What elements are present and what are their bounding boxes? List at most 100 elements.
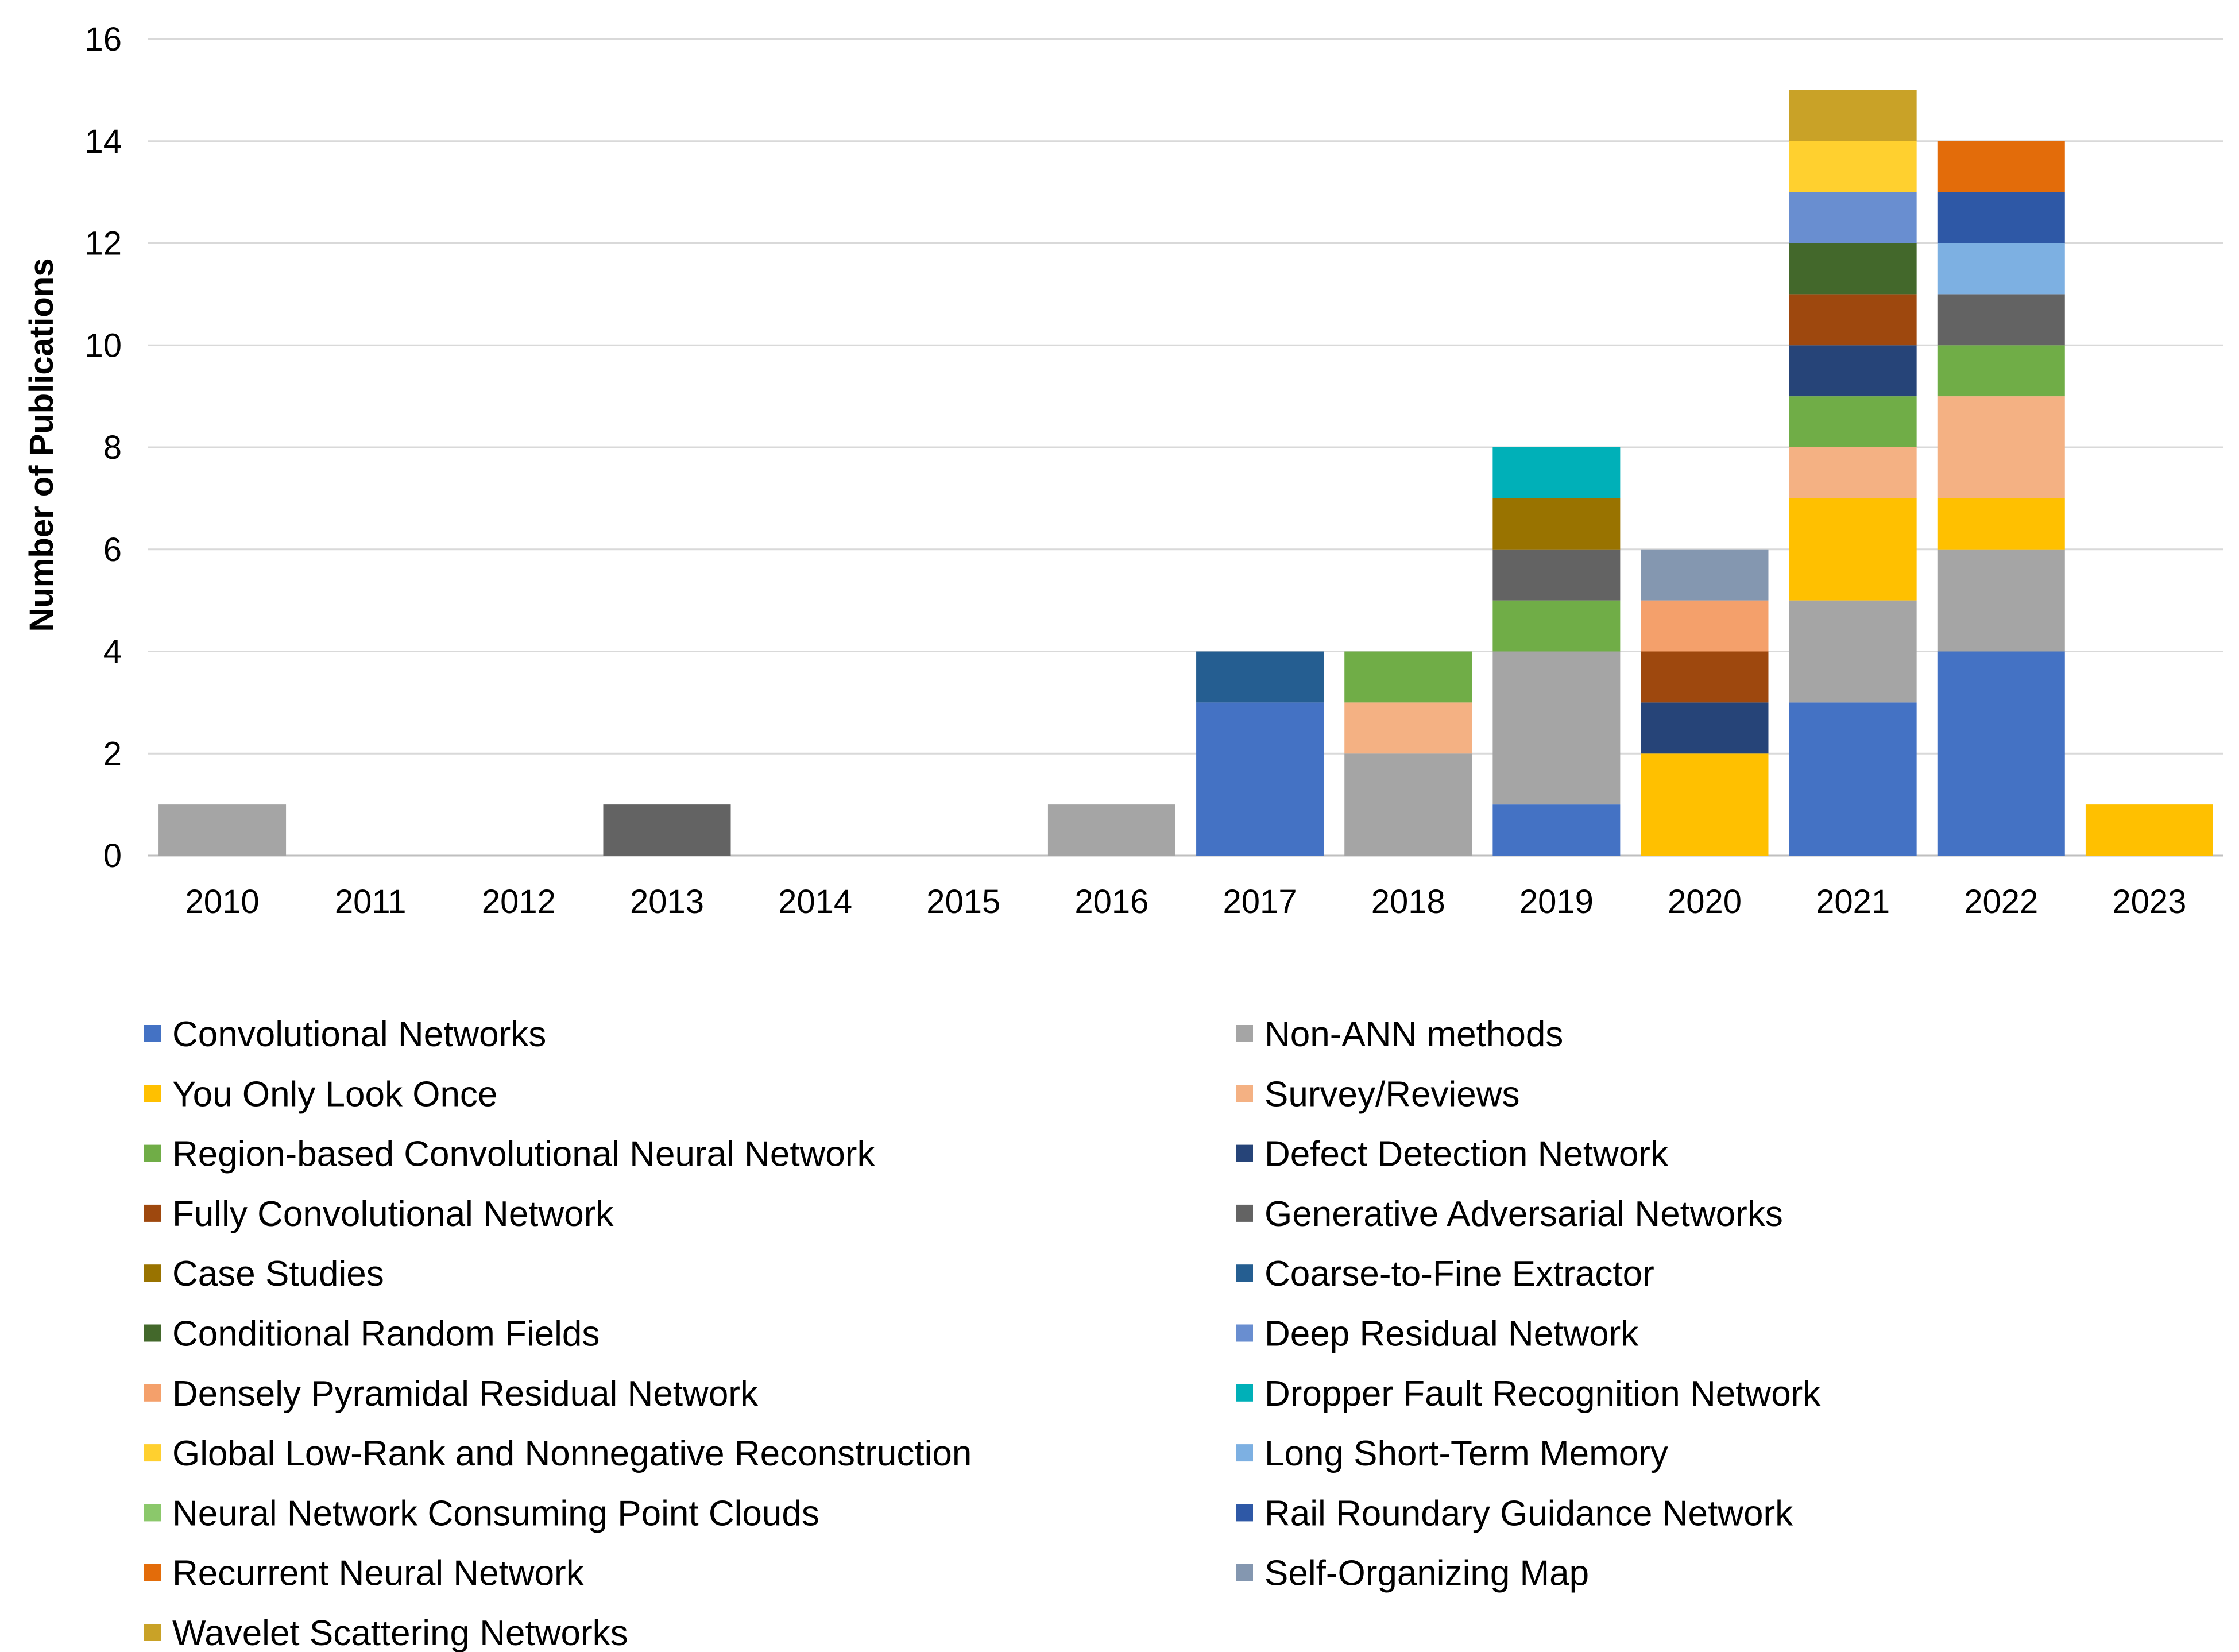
bar-segment (1196, 702, 1324, 856)
legend-swatch (1236, 1384, 1253, 1402)
y-tick-label: 14 (84, 123, 122, 160)
bar-segment (1789, 90, 1917, 141)
bar-segment (1492, 549, 1621, 601)
bar-segment (1937, 498, 2065, 550)
bar-segment (1789, 243, 1917, 295)
bar-segment (1492, 600, 1621, 652)
legend-label: Non-ANN methods (1264, 1015, 1563, 1054)
legend-label: Wavelet Scattering Networks (172, 1614, 628, 1652)
legend-label: Coarse-to-Fine Extractor (1264, 1254, 1654, 1294)
x-tick-label: 2017 (1223, 883, 1297, 920)
y-tick-label: 0 (103, 837, 122, 875)
bar-segment (1789, 192, 1917, 243)
y-tick-label: 6 (103, 531, 122, 568)
legend-label: Rail Roundary Guidance Network (1264, 1494, 1793, 1533)
bar-segment (1492, 447, 1621, 498)
bar-segment (1789, 447, 1917, 498)
legend-label: Recurrent Neural Network (172, 1554, 585, 1593)
bar-segment (1937, 651, 2065, 856)
legend-label: Deep Residual Network (1264, 1314, 1639, 1354)
gridlines (148, 38, 2223, 857)
legend-swatch (144, 1144, 161, 1162)
legend-label: Densely Pyramidal Residual Network (172, 1374, 759, 1414)
legend-label: Defect Detection Network (1264, 1135, 1669, 1174)
bar-segment (1047, 804, 1175, 856)
legend-label: Survey/Reviews (1264, 1074, 1519, 1114)
bar-segment (1789, 294, 1917, 346)
legend-label: Convolutional Networks (172, 1015, 546, 1054)
legend-swatch (1236, 1444, 1253, 1462)
x-tick-label: 2023 (2112, 883, 2186, 920)
legend-swatch (144, 1504, 161, 1522)
x-tick-label: 2013 (630, 883, 704, 920)
x-tick-label: 2011 (335, 883, 407, 920)
bar-segment (1789, 141, 1917, 192)
legend-swatch (1236, 1085, 1253, 1102)
legend-label: Generative Adversarial Networks (1264, 1194, 1783, 1234)
bar-segment (1641, 753, 1769, 856)
legend-label: Conditional Random Fields (172, 1314, 600, 1354)
x-tick-label: 2016 (1074, 883, 1148, 920)
legend-swatch (1236, 1264, 1253, 1282)
legend-label: Case Studies (172, 1254, 384, 1294)
legend-swatch (1236, 1144, 1253, 1162)
y-tick-label: 2 (103, 735, 122, 772)
legend-swatch (144, 1085, 161, 1102)
bar-segment (1641, 702, 1769, 754)
bar-segment (1344, 702, 1472, 754)
legend-swatch (144, 1384, 161, 1402)
y-tick-label: 8 (103, 429, 122, 466)
bar-segment (1492, 498, 1621, 550)
legend-label: Self-Organizing Map (1264, 1554, 1589, 1593)
legend-label: You Only Look Once (172, 1074, 497, 1114)
bar-segment (1937, 141, 2065, 192)
x-tick-label: 2020 (1668, 883, 1742, 920)
x-tick-label: 2014 (778, 883, 852, 920)
x-tick-label: 2019 (1519, 883, 1594, 920)
x-tick-label: 2021 (1816, 883, 1890, 920)
legend-swatch (1236, 1204, 1253, 1222)
x-tick-label: 2022 (1964, 883, 2038, 920)
x-tick-label: 2015 (926, 883, 1000, 920)
bar-segment (1937, 345, 2065, 397)
bar-segment (1492, 804, 1621, 856)
x-axis-tick-labels: 2010 2011 2012 2013 2014 2015 2016 2017 2018 2019… (185, 883, 2187, 920)
bar-segment (2085, 804, 2213, 856)
bar-segment (1641, 651, 1769, 703)
bar-segment (1344, 753, 1472, 856)
legend-label: Dropper Fault Recognition Network (1264, 1374, 1821, 1414)
bar-segment (1641, 549, 1769, 601)
y-axis-title: Number of Publications (23, 258, 60, 632)
legend-label: Region-based Convolutional Neural Networ… (172, 1135, 875, 1174)
legend-label: Fully Convolutional Network (172, 1194, 614, 1234)
bar-segment (1344, 651, 1472, 703)
y-tick-label: 16 (84, 21, 122, 58)
bar-segment (1937, 243, 2065, 295)
legend-label: Long Short-Term Memory (1264, 1434, 1668, 1473)
legend-swatch (144, 1444, 161, 1462)
bar-segment (1789, 702, 1917, 856)
legend-swatch (1236, 1504, 1253, 1522)
bar-segment (1789, 345, 1917, 397)
y-tick-label: 10 (84, 327, 122, 364)
legend-swatch (1236, 1564, 1253, 1581)
x-tick-label: 2018 (1371, 883, 1445, 920)
legend-swatch (144, 1204, 161, 1222)
bar-segment (1492, 651, 1621, 805)
legend-swatch (144, 1324, 161, 1342)
legend-label: Neural Network Consuming Point Clouds (172, 1494, 819, 1533)
legend-swatch (144, 1624, 161, 1641)
legend-swatch (144, 1264, 161, 1282)
bars (158, 90, 2213, 856)
legend-swatch (1236, 1324, 1253, 1342)
bar-segment (1196, 651, 1324, 703)
x-tick-label: 2010 (185, 883, 260, 920)
bar-segment (603, 804, 731, 856)
bar-segment (158, 804, 287, 856)
bar-segment (1937, 549, 2065, 652)
x-tick-label: 2012 (482, 883, 556, 920)
y-axis-ticks: 0 2 4 6 8 10 12 14 16 (84, 21, 122, 875)
legend-swatch (144, 1025, 161, 1042)
bar-segment (1789, 600, 1917, 703)
